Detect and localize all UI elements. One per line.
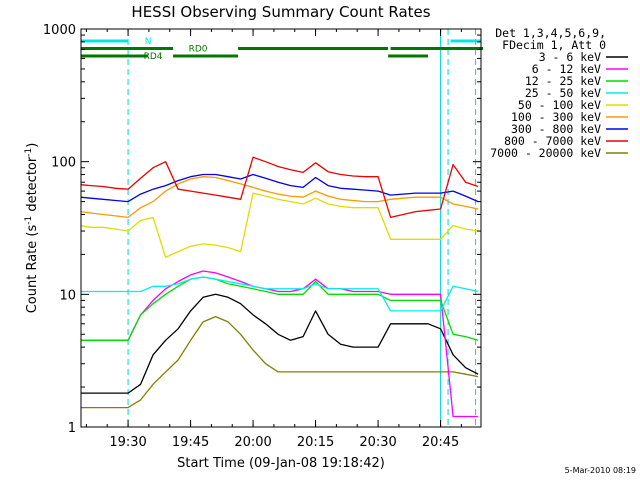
y-tick-label-1: 10: [59, 288, 76, 303]
legend-label-0: 3 - 6 keV: [539, 50, 601, 64]
y-tick-label-0: 1: [68, 421, 76, 436]
legend-header-1: FDecim 1, Att 0: [502, 38, 606, 52]
y-tick-label-2: 100: [51, 156, 76, 171]
x-tick-label-4: 20:30: [359, 435, 396, 450]
x-tick-label-3: 20:15: [297, 435, 334, 450]
legend-label-3: 25 - 50 keV: [525, 86, 601, 100]
legend-label-6: 300 - 800 keV: [511, 122, 601, 136]
series-line-0: [80, 293, 479, 394]
plot-frame: [80, 28, 482, 428]
series-line-6: [80, 173, 479, 203]
series-line-7: [80, 156, 479, 219]
legend: Det 1,3,4,5,6,9,FDecim 1, Att 03 - 6 keV…: [490, 26, 628, 160]
legend-label-7: 800 - 7000 keV: [504, 134, 601, 148]
legend-label-1: 6 - 12 keV: [532, 62, 601, 76]
legend-label-5: 100 - 300 keV: [511, 110, 601, 124]
x-tick-label-0: 19:30: [109, 435, 146, 450]
series-line-1: [80, 270, 479, 418]
series-line-5: [80, 176, 479, 219]
plot-area: N RD0 RD4: [80, 29, 484, 427]
chart-title: HESSI Observing Summary Count Rates: [131, 3, 430, 21]
x-tick-label-5: 20:45: [422, 435, 459, 450]
x-axis: 19:30 19:45 20:00 20:15 20:30 20:45: [85, 29, 462, 450]
legend-label-2: 12 - 25 keV: [525, 74, 601, 88]
x-tick-label-1: 19:45: [172, 435, 209, 450]
series-line-4: [80, 192, 479, 259]
flag-label-rd4: RD4: [144, 52, 163, 62]
x-axis-label: Start Time (09-Jan-08 19:18:42): [177, 456, 385, 471]
legend-label-8: 7000 - 20000 keV: [490, 146, 601, 160]
series-line-2: [80, 276, 479, 341]
series-line-8: [80, 315, 479, 409]
series-line-3: [80, 276, 479, 312]
y-tick-label-3: 1000: [43, 23, 76, 38]
timestamp: 5-Mar-2010 08:19: [565, 466, 636, 475]
y-axis: 1 10 100 1000: [43, 23, 481, 436]
flag-label-n: N: [145, 37, 152, 47]
legend-label-4: 50 - 100 keV: [518, 98, 601, 112]
y-axis-label: Count Rate (s-1 detector-1): [24, 143, 40, 314]
legend-header-0: Det 1,3,4,5,6,9,: [495, 26, 606, 40]
flag-label-rd0: RD0: [189, 45, 208, 55]
x-tick-label-2: 20:00: [234, 435, 271, 450]
